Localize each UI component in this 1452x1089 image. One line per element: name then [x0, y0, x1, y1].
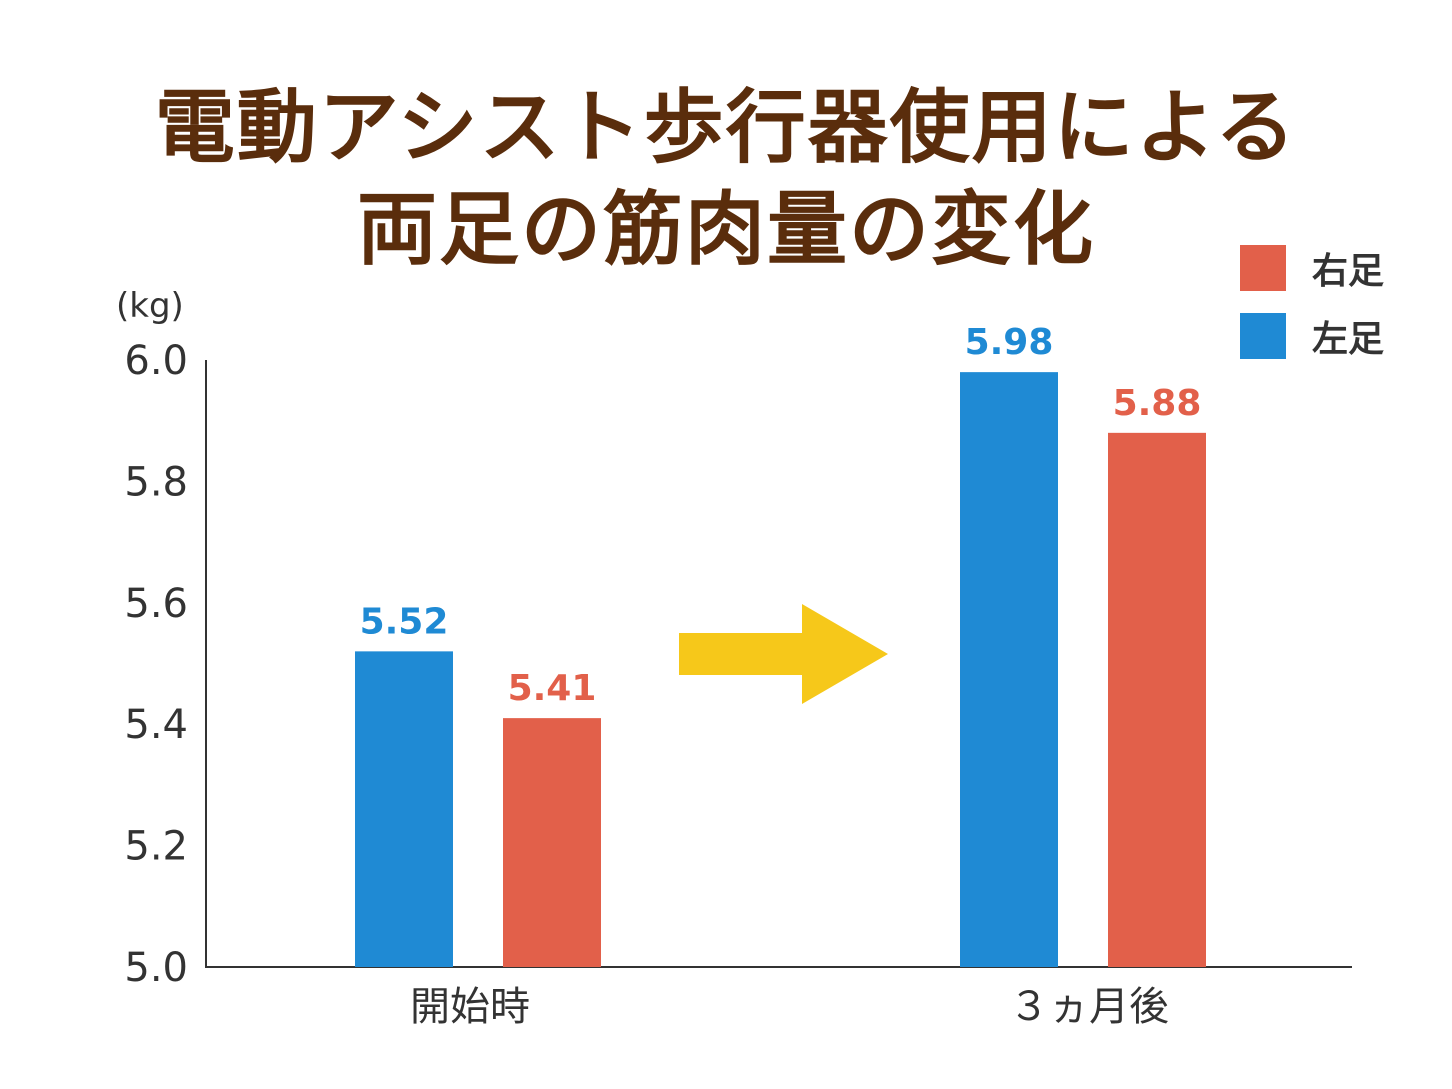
legend-swatch-right-foot	[1240, 245, 1286, 291]
y-tick-label: 5.6	[124, 581, 188, 627]
legend-label-right-foot: 右足	[1312, 251, 1385, 292]
bar	[355, 651, 453, 967]
legend-item-left-foot: 左足	[1240, 313, 1385, 360]
y-tick-label: 5.0	[124, 945, 188, 991]
legend-swatch-left-foot	[1240, 313, 1286, 359]
y-tick-label: 5.2	[124, 824, 188, 870]
y-axis-unit-label: (kg)	[116, 286, 184, 326]
y-tick-label: 6.0	[124, 338, 188, 384]
bar	[1108, 432, 1206, 968]
bar-value-label: 5.98	[965, 322, 1054, 363]
x-category-label: 開始時	[410, 984, 530, 1030]
x-category-label: ３ヵ月後	[1009, 984, 1169, 1030]
bar-value-label: 5.88	[1113, 383, 1202, 424]
chart-title-line-1: 電動アシスト歩行器使用による	[154, 81, 1298, 174]
bar-value-label: 5.52	[360, 601, 449, 642]
y-tick-label: 5.8	[124, 459, 188, 505]
bar-value-label: 5.41	[508, 668, 597, 709]
legend-item-right-foot: 右足	[1240, 245, 1385, 292]
y-tick-label: 5.4	[124, 702, 188, 748]
bar	[503, 718, 601, 967]
chart-title-line-2: 両足の筋肉量の変化	[357, 183, 1095, 276]
legend-label-left-foot: 左足	[1312, 319, 1385, 360]
bar	[960, 372, 1058, 967]
arrow-annotation	[679, 604, 888, 704]
